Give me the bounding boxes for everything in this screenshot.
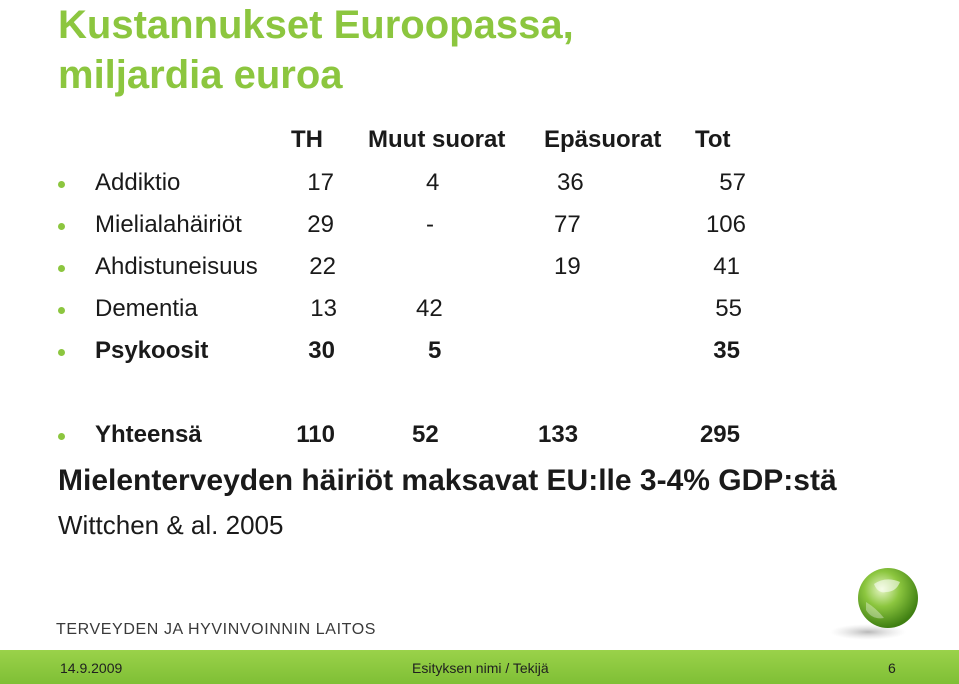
- bullet-icon: [58, 307, 65, 314]
- bullet-icon: [58, 181, 65, 188]
- row-label: Ahdistuneisuus: [95, 253, 258, 280]
- cell-th: 13: [310, 295, 337, 322]
- cell-th: 30: [308, 337, 335, 364]
- cell-tot: 57: [719, 169, 746, 196]
- table-row-yhteensa: Yhteensä 110 52 133 295: [0, 417, 959, 453]
- cell-tot: 55: [715, 295, 742, 322]
- footer-date: 14.9.2009: [60, 660, 123, 676]
- cell-epasuorat: 19: [554, 253, 581, 280]
- bullet-icon: [58, 223, 65, 230]
- table-row-psykoosit: Psykoosit 30 5 35: [0, 333, 959, 369]
- row-label: Mielialahäiriöt: [95, 211, 242, 238]
- cell-epasuorat: 36: [557, 169, 584, 196]
- cell-tot: 41: [713, 253, 740, 280]
- cell-tot: 106: [705, 211, 746, 238]
- footer-page-number: 6: [888, 660, 896, 676]
- cell-muut-suorat: -: [426, 211, 434, 238]
- summary-statement: Mielenterveyden häiriöt maksavat EU:lle …: [58, 464, 837, 497]
- cell-th: 22: [309, 253, 336, 280]
- table-row-addiktio: Addiktio 17 4 36 57: [0, 165, 959, 201]
- column-header-epasuorat: Epäsuorat: [544, 126, 662, 153]
- cell-muut-suorat: 42: [416, 295, 443, 322]
- cell-muut-suorat: 5: [428, 337, 442, 364]
- globe-logo-icon: [830, 568, 918, 640]
- row-label: Addiktio: [95, 169, 181, 196]
- footer-presentation-name: Esityksen nimi / Tekijä: [412, 660, 549, 676]
- cell-th: 29: [307, 211, 334, 238]
- cell-tot: 295: [699, 421, 740, 448]
- bullet-icon: [58, 433, 65, 440]
- cell-muut-suorat: 52: [412, 421, 439, 448]
- cell-th: 17: [307, 169, 334, 196]
- slide-title-line-2: miljardia euroa: [58, 53, 343, 97]
- cell-muut-suorat: 4: [426, 169, 440, 196]
- cell-epasuorat: 77: [554, 211, 581, 238]
- slide-title-line-1: Kustannukset Euroopassa,: [58, 3, 574, 47]
- bullet-icon: [58, 265, 65, 272]
- bullet-icon: [58, 349, 65, 356]
- table-row-mielialahairiot: Mielialahäiriöt 29 - 77 106: [0, 207, 959, 243]
- table-row-ahdistuneisuus: Ahdistuneisuus 22 19 41: [0, 249, 959, 285]
- column-header-th: TH: [291, 126, 323, 153]
- cell-epasuorat: 133: [538, 421, 579, 448]
- row-label: Dementia: [95, 295, 198, 322]
- column-header-muut-suorat: Muut suorat: [368, 126, 506, 153]
- organization-name: TERVEYDEN JA HYVINVOINNIN LAITOS: [56, 621, 377, 638]
- cell-th: 110: [296, 421, 335, 448]
- row-label: Yhteensä: [95, 421, 202, 448]
- source-citation: Wittchen & al. 2005: [58, 510, 284, 540]
- footer-bar: 14.9.2009 Esityksen nimi / Tekijä 6: [0, 650, 959, 684]
- row-label: Psykoosit: [95, 337, 209, 364]
- cell-tot: 35: [713, 337, 740, 364]
- column-header-tot: Tot: [695, 126, 731, 153]
- slide-title: Kustannukset Euroopassa, miljardia euroa: [58, 0, 574, 100]
- table-row-dementia: Dementia 13 42 55: [0, 291, 959, 327]
